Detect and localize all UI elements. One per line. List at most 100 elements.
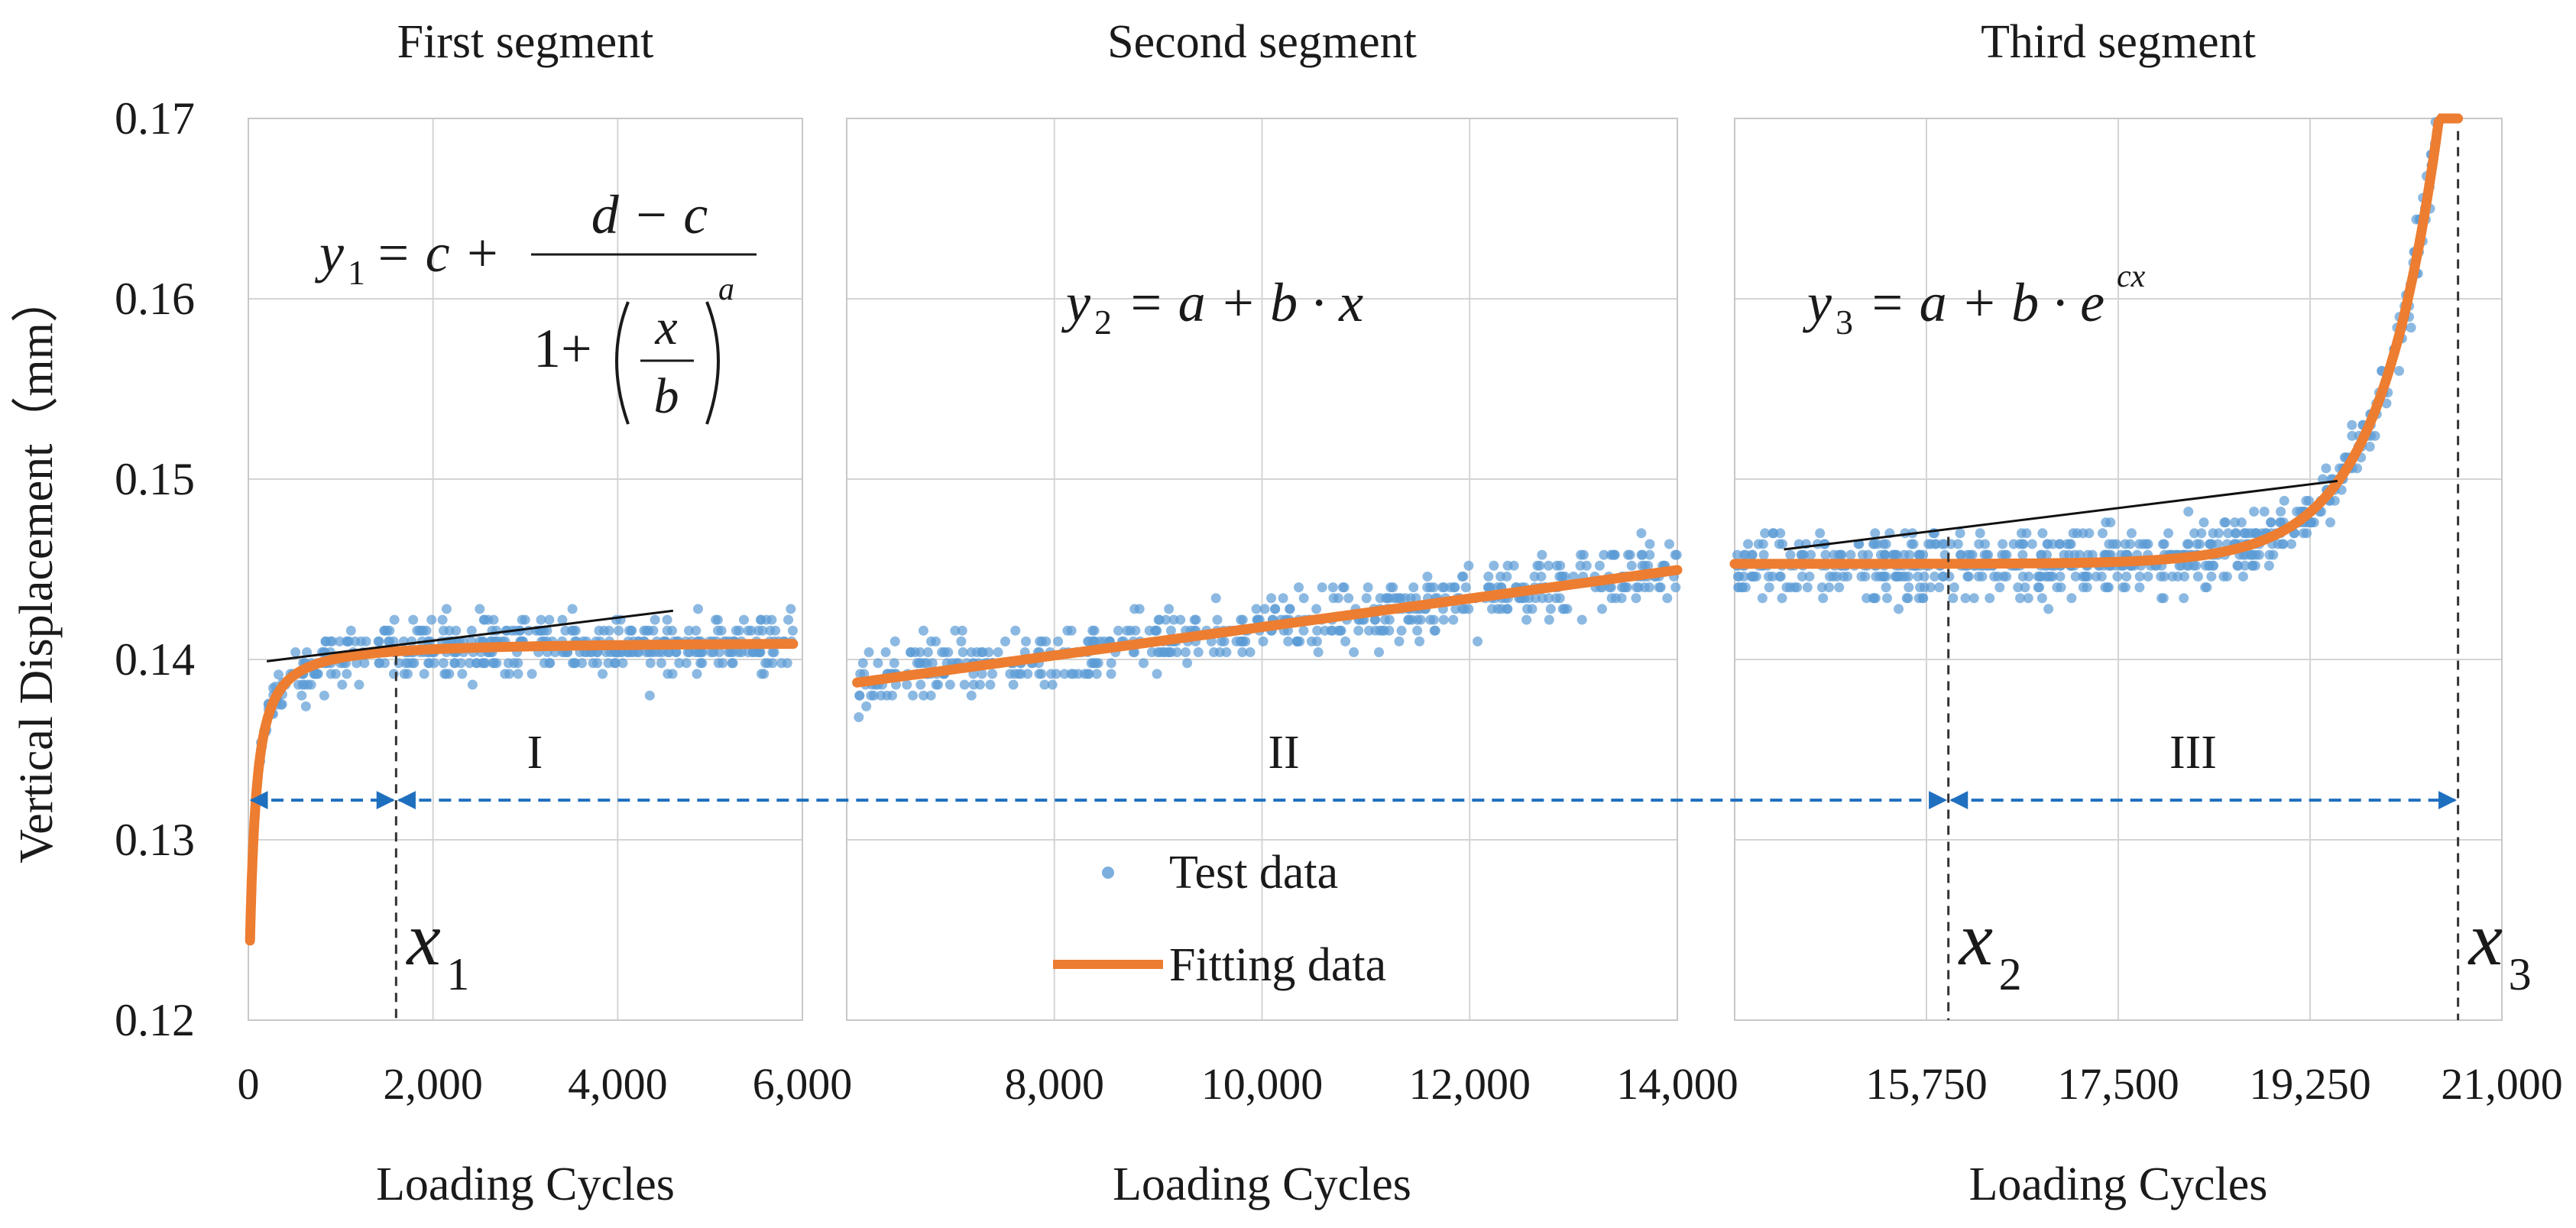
test-data-point (1298, 625, 1309, 636)
test-data-point (1437, 582, 1448, 593)
test-data-point (475, 604, 485, 614)
test-data-point (1291, 636, 1302, 646)
test-data-point (645, 658, 656, 669)
test-data-point (2036, 593, 2047, 604)
test-data-point (517, 614, 527, 625)
legend-label-fit: Fitting data (1169, 939, 1386, 991)
test-data-point (1312, 625, 1323, 636)
test-data-point (2055, 571, 2066, 582)
test-data-point (2066, 539, 2076, 549)
x-tick-label: 8,000 (1005, 1059, 1105, 1109)
test-data-point (648, 625, 659, 636)
eq-paren-left (615, 301, 630, 425)
test-data-point (1904, 582, 1914, 593)
test-data-point (325, 636, 335, 646)
test-data-point (2043, 604, 2054, 614)
test-data-point (918, 625, 928, 636)
test-data-point (1134, 604, 1145, 614)
test-data-point (2232, 560, 2243, 571)
test-data-point (2173, 571, 2183, 582)
test-data-point (2321, 463, 2331, 474)
eq-exponent: a (718, 272, 734, 307)
test-data-point (1879, 549, 1890, 560)
test-data-point (455, 658, 466, 669)
test-data-point (966, 690, 977, 701)
test-data-point (695, 658, 706, 669)
test-data-point (1164, 604, 1175, 614)
test-data-point (2037, 528, 2048, 539)
test-data-point (1238, 636, 1249, 646)
region-label: III (2169, 727, 2217, 779)
boundary-label-subscript: 3 (2509, 949, 2532, 1000)
test-data-point (2097, 528, 2108, 539)
test-data-point (950, 625, 961, 636)
test-data-point (2104, 539, 2114, 549)
test-data-point (1631, 593, 1641, 604)
test-data-point (1285, 604, 1295, 614)
test-data-point (2021, 528, 2032, 539)
test-data-point (2068, 528, 2079, 539)
test-data-point (2082, 582, 2092, 593)
test-data-point (1106, 658, 1116, 669)
test-data-point (1414, 636, 1425, 646)
test-data-point (2347, 420, 2357, 430)
test-data-point (1845, 549, 1856, 560)
test-data-point (1144, 625, 1155, 636)
fitting-curve (852, 565, 1683, 688)
test-data-point (1825, 571, 1836, 582)
test-data-point (1460, 582, 1471, 593)
test-data-point (2052, 582, 2062, 593)
test-data-point (1899, 549, 1910, 560)
test-data-point (1161, 614, 1171, 625)
test-data-point (681, 658, 692, 669)
test-data-point (1438, 614, 1449, 625)
test-data-point (931, 636, 941, 646)
test-data-point (1212, 614, 1223, 625)
test-data-point (1797, 571, 1807, 582)
test-data-point (1554, 593, 1565, 604)
test-data-point (2221, 571, 2232, 582)
test-data-point (1804, 571, 1815, 582)
test-data-point (1644, 539, 1655, 549)
x-tick-label: 17,500 (2057, 1059, 2179, 1109)
test-data-point (889, 658, 899, 669)
test-data-point (2230, 517, 2241, 528)
test-data-point (334, 636, 345, 646)
test-data-point (1644, 549, 1655, 560)
test-data-point (300, 701, 311, 711)
test-data-point (513, 669, 523, 679)
test-data-point (1881, 593, 1892, 604)
test-data-point (783, 614, 794, 625)
test-data-point (1543, 560, 1554, 571)
test-data-point (2247, 549, 2257, 560)
test-data-point (467, 679, 478, 690)
test-data-point (945, 679, 955, 690)
test-data-point (1298, 593, 1309, 604)
test-data-point (569, 625, 579, 636)
test-data-point (1396, 625, 1407, 636)
test-data-point (1919, 582, 1930, 593)
test-data-point (939, 647, 950, 658)
test-data-point (1084, 669, 1094, 679)
test-data-point (1737, 582, 1748, 593)
test-data-point (957, 625, 967, 636)
test-data-point (557, 614, 568, 625)
region-label: II (1268, 727, 1299, 779)
equation-second-segment: y 2 = a + b · x (1061, 272, 1363, 342)
test-data-point (1008, 679, 1019, 690)
test-data-point (1732, 549, 1742, 560)
test-data-point (1671, 549, 1682, 560)
test-data-point (2303, 495, 2314, 506)
test-data-point (985, 679, 996, 690)
test-data-point (1236, 614, 1246, 625)
test-data-point (303, 679, 313, 690)
test-data-point (2034, 582, 2045, 593)
test-data-point (1403, 614, 1414, 625)
test-data-point (1182, 658, 1193, 669)
eq-sub: 2 (1094, 303, 1112, 342)
test-data-point (1997, 549, 2007, 560)
test-data-point (545, 658, 556, 669)
test-data-point (342, 669, 352, 679)
test-data-point (273, 669, 284, 680)
test-data-point (1138, 658, 1149, 669)
